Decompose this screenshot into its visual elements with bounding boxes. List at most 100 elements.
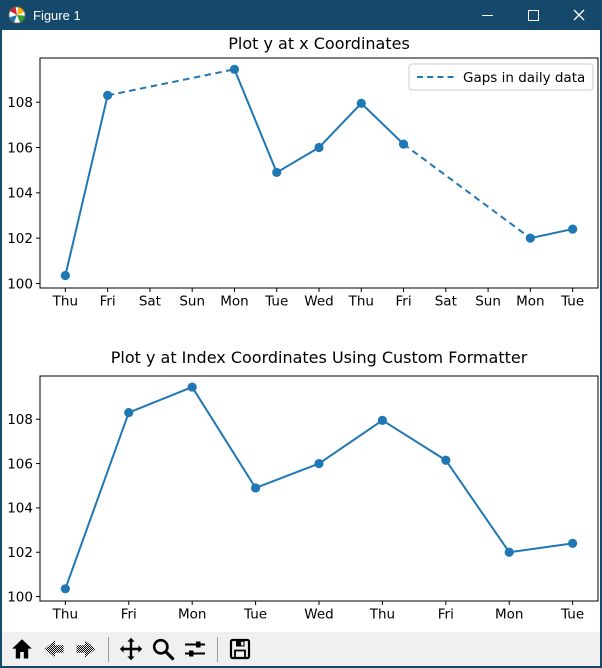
forward-button[interactable] [71,634,101,664]
line-segment [381,419,447,462]
x-tick-label: Sun [475,294,501,310]
save-button[interactable] [225,634,255,664]
zoom-button[interactable] [148,634,178,664]
line-segment [64,412,130,590]
x-tick-label: Sat [139,294,161,310]
data-point [377,415,388,425]
legend-label: Gaps in daily data [463,70,585,86]
x-tick-label: Thu [52,294,78,310]
x-tick-label: Sun [179,294,205,310]
data-point [187,382,197,392]
figure-canvas-area: Thu Fri Sat Sun Mon Tue Wed Thu Fri Sat Sun Mon Tue 1… [2,30,600,632]
line-segment [318,102,362,149]
x-tick-label: Wed [304,294,333,310]
line-segment [509,542,573,554]
x-tick-label: Fri [395,294,411,310]
data-point [568,538,578,548]
titlebar[interactable]: Figure 1 [0,0,602,30]
x-tick-label: Sat [435,294,457,310]
data-point [272,167,282,178]
y-tick-label: 106 [7,456,33,472]
x-tick-label: Tue [560,294,584,310]
x-tick-label: Fri [438,607,454,623]
x-tick-label: Tue [264,294,288,310]
line-segment [530,228,573,240]
toolbar-separator [108,636,109,662]
x-tick-label: Wed [304,607,333,623]
home-button[interactable] [7,634,37,664]
data-point [60,270,70,281]
forward-icon [76,640,96,658]
gap-line-segment [402,143,531,239]
minimize-icon [481,14,493,16]
x-tick-label: Thu [52,607,78,623]
data-point [525,233,535,243]
axes-frame [39,57,599,289]
data-point [356,98,366,108]
line-segment [233,68,278,173]
close-icon [573,9,585,21]
home-icon [12,639,32,659]
x-tick-label: Mon [178,607,206,623]
y-tick-label: 100 [7,589,33,605]
data-point [568,224,578,234]
y-tick-label: 106 [7,140,33,156]
data-point [314,458,324,469]
line-segment [64,95,109,276]
plot-title: Plot y at Index Coordinates Using Custom… [111,348,528,367]
minimize-button[interactable] [464,0,510,30]
line-segment [318,419,383,465]
legend-box [408,63,594,91]
data-point [441,455,451,465]
close-button[interactable] [556,0,602,30]
save-icon [229,638,251,660]
x-tick-label: Fri [121,607,137,623]
data-point [124,407,134,418]
toolbar-separator [217,636,218,662]
sliders-icon [185,641,205,657]
maximize-icon [527,9,539,21]
line-segment [276,146,320,174]
data-point [229,64,240,74]
y-tick-label: 102 [7,545,33,561]
x-tick-label: Thu [369,607,395,623]
x-tick-label: Fri [100,294,116,310]
data-point [60,584,70,594]
y-tick-label: 104 [7,501,33,517]
matplotlib-toolbar [2,632,600,666]
line-segment [444,459,511,553]
window-controls [464,0,602,30]
y-tick-label: 102 [7,231,33,247]
pan-button[interactable] [116,634,146,664]
x-tick-label: Mon [220,294,248,310]
matplotlib-logo-icon [8,6,26,24]
pan-icon [119,637,143,661]
y-tick-label: 108 [7,412,33,428]
window-title: Figure 1 [33,7,81,23]
line-segment [255,462,320,489]
line-segment [191,386,257,489]
y-tick-label: 108 [7,95,33,111]
zoom-icon [152,638,175,661]
y-tick-label: 100 [7,276,33,292]
configure-subplots-button[interactable] [180,634,210,664]
x-tick-label: Tue [560,607,584,623]
maximize-button[interactable] [510,0,556,30]
back-button[interactable] [39,634,69,664]
x-tick-label: Thu [348,294,374,310]
axes-frame [39,375,599,602]
data-point [250,483,261,493]
data-point [504,547,514,557]
line-segment [128,386,193,414]
x-tick-label: Mon [516,294,544,310]
line-segment [360,102,405,145]
plot-title: Plot y at x Coordinates [228,34,410,53]
figure-canvas[interactable]: Thu Fri Sat Sun Mon Tue Wed Thu Fri Sat Sun Mon Tue 1… [2,30,600,632]
x-tick-label: Tue [243,607,267,623]
data-point [314,142,324,153]
back-icon [44,640,64,658]
data-point [398,139,409,149]
x-tick-label: Mon [495,607,523,623]
y-tick-label: 104 [7,186,33,202]
